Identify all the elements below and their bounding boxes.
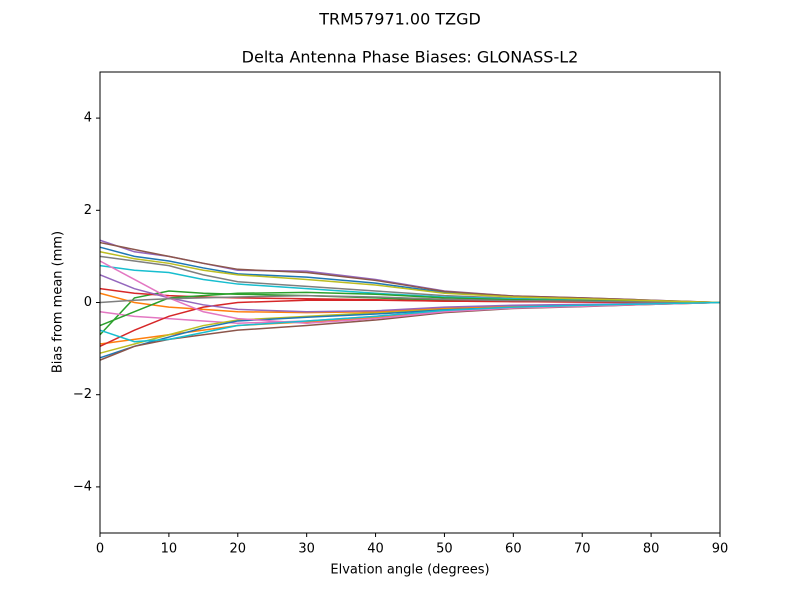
y-tick-label: −2 xyxy=(73,387,92,402)
x-tick-label: 90 xyxy=(712,542,729,557)
y-tick-label: 2 xyxy=(84,203,92,218)
x-tick-label: 40 xyxy=(367,542,384,557)
x-tick-label: 70 xyxy=(574,542,591,557)
chart-title: Delta Antenna Phase Biases: GLONASS-L2 xyxy=(242,48,579,67)
series-line xyxy=(99,241,721,304)
y-axis-label: Bias from mean (mm) xyxy=(51,231,66,373)
x-tick-label: 80 xyxy=(643,542,660,557)
series-line xyxy=(99,299,720,347)
x-tick-label: 60 xyxy=(505,542,522,557)
series-line xyxy=(99,294,721,304)
x-axis-label: Elvation angle (degrees) xyxy=(330,563,489,578)
x-tick-label: 20 xyxy=(230,542,247,557)
x-tick-label: 30 xyxy=(298,542,315,557)
y-tick-label: 4 xyxy=(84,111,92,126)
x-tick-label: 50 xyxy=(436,542,453,557)
y-tick-label: −4 xyxy=(73,479,92,494)
x-tick-label: 0 xyxy=(96,542,104,557)
series-line xyxy=(99,301,721,343)
series-line xyxy=(99,274,721,313)
y-tick-label: 0 xyxy=(84,295,92,310)
series-line xyxy=(99,246,721,304)
x-tick-label: 10 xyxy=(161,542,178,557)
suptitle: TRM57971.00 TZGD xyxy=(318,10,481,29)
series-line xyxy=(99,251,721,304)
series-line xyxy=(99,260,721,325)
